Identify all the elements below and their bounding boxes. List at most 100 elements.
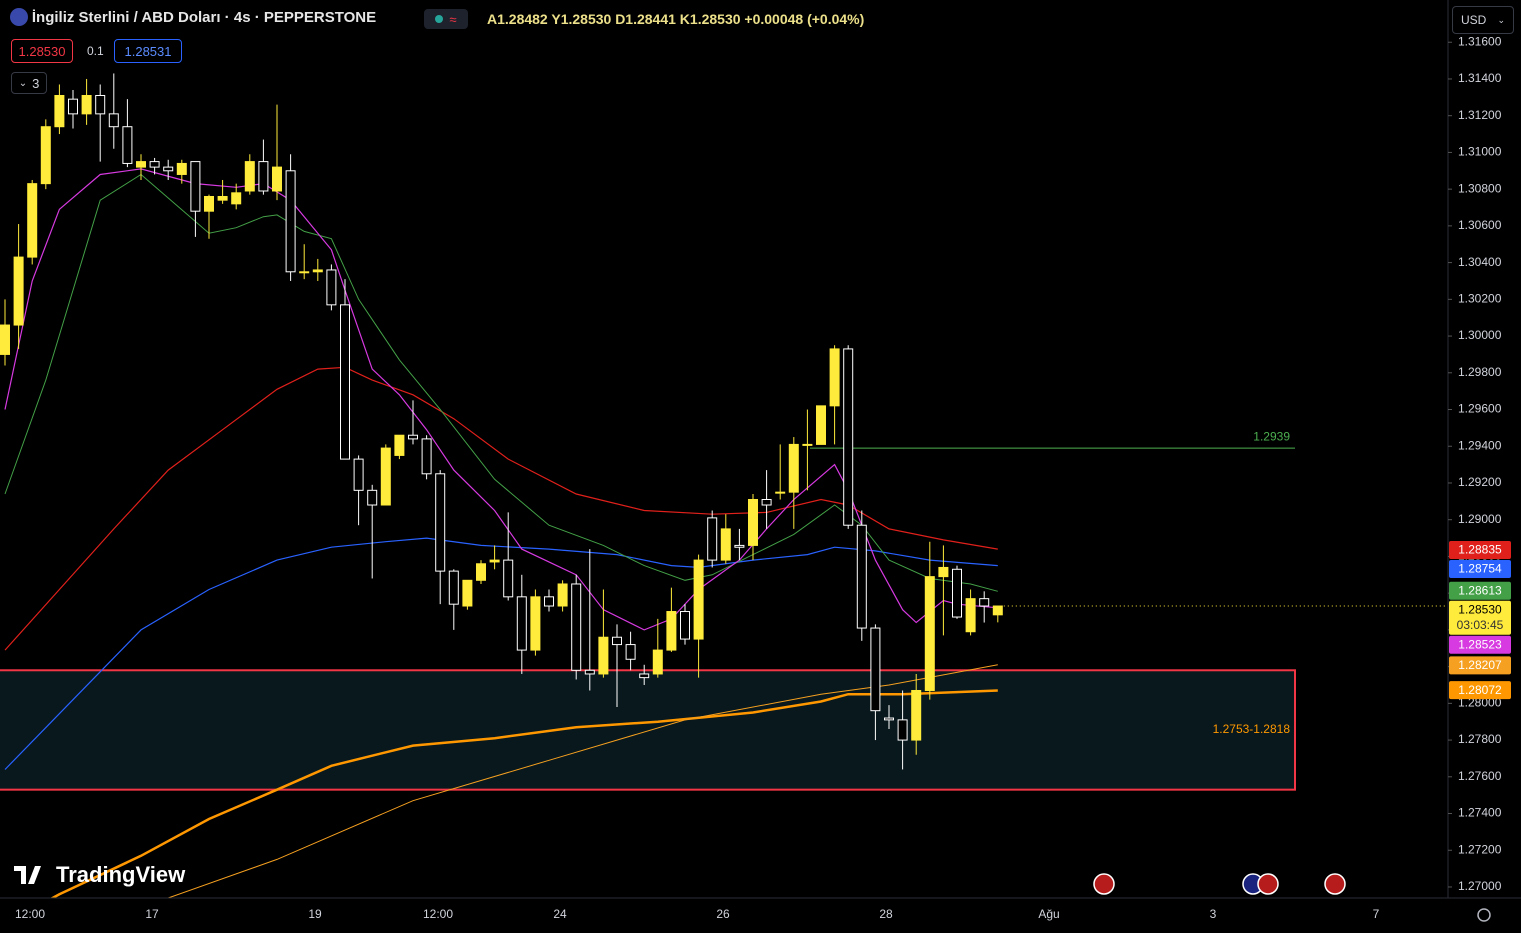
candle-body [489,559,500,563]
y-tick-label: 1.27600 [1458,769,1502,783]
candle-body [340,304,350,460]
candle-body [503,559,514,598]
chevron-icon: ⌄ [18,77,28,89]
candle-body [666,611,677,651]
moving-average-line [166,664,998,898]
y-tick-label: 1.29200 [1458,475,1502,489]
candle-body [108,113,119,128]
dropdown-icon: ⌄ [1497,14,1505,25]
candle-body [81,94,92,115]
currency-label: USD [1461,13,1487,27]
candle-body [775,491,786,494]
candle-body [693,559,704,640]
candle-body [992,605,1003,616]
y-tick-label: 1.29800 [1458,365,1502,379]
y-tick-label: 1.31200 [1458,108,1502,122]
candle-body [285,170,296,273]
y-tick-label: 1.30400 [1458,255,1502,269]
candle-body [149,161,160,168]
y-tick-label: 1.29000 [1458,512,1502,526]
buy-button[interactable]: 1.28531 [114,39,182,63]
y-tick-label: 1.27400 [1458,806,1502,820]
candle-body [299,271,310,274]
price-tag-label: 1.28835 [1458,543,1502,557]
candle-body [40,126,51,185]
price-tag [1449,635,1511,654]
candle-body [612,636,622,646]
event-icon-us[interactable] [1093,873,1115,895]
candle-body [27,183,38,258]
candle-body [462,579,473,607]
candle-body [353,458,364,491]
axes: 1.27000 1.27200 1.27400 1.27600 1.27800 1.280… [15,34,1511,921]
y-tick-label: 1.27800 [1458,732,1502,746]
price-tag-label: 1.28072 [1458,683,1502,697]
status-dot [435,15,444,23]
x-tick-label: 7 [1373,907,1380,921]
candle-body [652,649,663,675]
price-tag [1449,541,1511,560]
y-tick-label: 1.31600 [1458,34,1502,48]
candle-body [680,611,690,640]
candle-body [979,598,990,607]
candle-body [748,499,758,546]
status-icon: ≈ [449,11,457,27]
logo-text: TradingView [56,862,186,887]
candle-body [870,627,881,712]
logo: TradingView [14,862,186,887]
price-tag-label: 1.28530 [1458,602,1502,616]
event-icon-us[interactable] [1324,873,1346,895]
candle-body [924,576,935,691]
candle-body [244,161,255,192]
moving-average-line [4,366,998,651]
candle-body [788,443,799,493]
price-tag [1449,681,1511,700]
event-icon-us[interactable] [1257,873,1279,895]
x-tick-label: 24 [553,907,567,921]
candle-body [176,162,187,175]
candle-body [204,195,214,212]
candle-body [761,499,772,506]
candle-body [54,94,65,128]
price-tag-label: 1.28523 [1458,637,1502,651]
candle-body [897,719,908,741]
candle-body [720,528,731,561]
y-tick-label: 1.31400 [1458,71,1502,85]
price-tag [1449,581,1511,600]
candle-body [435,473,446,572]
settings-button[interactable] [1477,908,1491,922]
price-tag-label: 1.28613 [1458,583,1502,597]
candle-body [965,598,976,633]
candle-body [122,126,133,164]
y-tick-label: 1.30800 [1458,181,1502,195]
y-tick-label: 1.30600 [1458,218,1502,232]
x-tick-label: 3 [1210,907,1217,921]
candle-body [448,570,459,605]
candle-body [802,443,813,446]
candle-body [530,596,541,651]
price-tag-label: 1.28207 [1458,658,1502,672]
y-tick-label: 1.29600 [1458,402,1502,416]
symbol-row: İngiliz Sterlini / ABD Doları · 4s · PEP… [10,8,377,27]
price-tag [1449,656,1511,675]
candle-body [938,566,949,578]
x-tick-label: 26 [716,907,730,921]
price-tag [1449,560,1511,579]
indicator-toggle[interactable]: ⌄ 3 [11,72,47,94]
candle-body [394,434,405,456]
y-tick-label: 1.27200 [1458,842,1502,856]
currency-select[interactable]: USD ⌄ [1452,6,1514,34]
candle-body [625,644,636,660]
candle-body [326,269,337,306]
candle-body [217,195,228,201]
candle-body [136,161,146,168]
event-icons [1093,873,1346,895]
candle-body [544,596,554,607]
symbol-title[interactable]: İngiliz Sterlini / ABD Doları · 4s · PEP… [31,8,377,26]
sell-button[interactable]: 1.28530 [11,39,73,63]
symbol-icon [10,8,28,27]
settings-icon[interactable] [1477,908,1491,922]
y-tick-label: 1.30000 [1458,328,1502,342]
market-status[interactable]: ≈ [424,9,468,29]
